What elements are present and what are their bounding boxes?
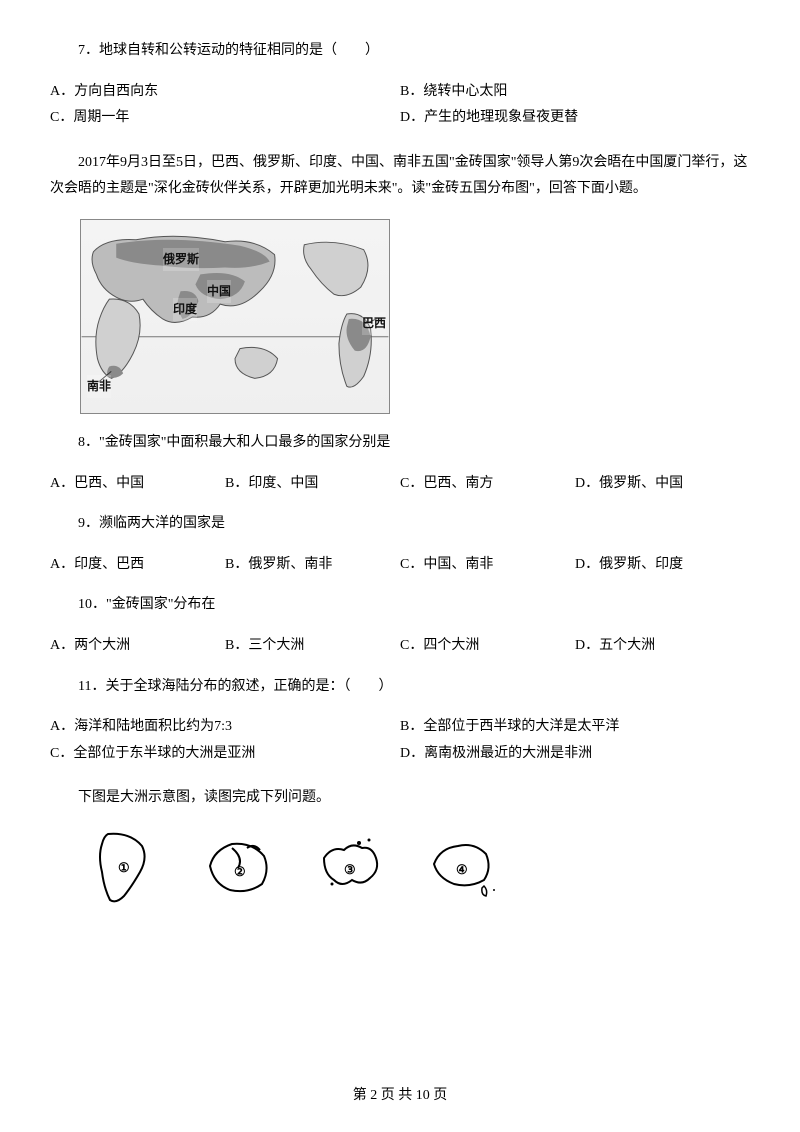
q7-stem: 7．地球自转和公转运动的特征相同的是（ ）	[50, 38, 750, 65]
q9-options: A．印度、巴西 B．俄罗斯、南非 C．中国、南非 D．俄罗斯、印度	[50, 552, 750, 579]
continent-2: ②	[192, 828, 282, 908]
q10-opt-c: C．四个大洲	[400, 633, 575, 660]
q9-opt-d: D．俄罗斯、印度	[575, 552, 750, 579]
passage-continents: 下图是大洲示意图，读图完成下列问题。	[50, 785, 750, 812]
q8-stem: 8．"金砖国家"中面积最大和人口最多的国家分别是	[50, 430, 750, 457]
map-label-southafrica: 南非	[87, 375, 111, 398]
q7-opt-d: D．产生的地理现象昼夜更替	[400, 105, 750, 132]
continent-1: ①	[80, 828, 170, 908]
map-label-russia: 俄罗斯	[163, 248, 199, 271]
q11-opt-d: D．离南极洲最近的大洲是非洲	[400, 741, 750, 768]
brics-map: 俄罗斯 中国 印度 巴西 南非	[80, 219, 390, 414]
q8-opt-c: C．巴西、南方	[400, 471, 575, 498]
q9-opt-a: A．印度、巴西	[50, 552, 225, 579]
q11-stem: 11．关于全球海陆分布的叙述，正确的是：（ ）	[50, 674, 750, 701]
q11-opt-b: B．全部位于西半球的大洋是太平洋	[400, 714, 750, 741]
q7-opt-c: C．周期一年	[50, 105, 400, 132]
q10-stem: 10．"金砖国家"分布在	[50, 592, 750, 619]
continent-3: ③	[304, 828, 394, 908]
q7-options: A．方向自西向东 B．绕转中心太阳 C．周期一年 D．产生的地理现象昼夜更替	[50, 79, 750, 132]
map-label-china: 中国	[207, 280, 231, 303]
continent-2-num: ②	[234, 860, 246, 885]
continent-4: ④	[416, 828, 506, 908]
q10-opt-d: D．五个大洲	[575, 633, 750, 660]
page-footer: 第 2 页 共 10 页	[0, 1083, 800, 1110]
map-label-india: 印度	[173, 298, 197, 321]
q8-opt-a: A．巴西、中国	[50, 471, 225, 498]
continent-4-num: ④	[456, 858, 468, 883]
continent-shapes-row: ① ② ③ ④	[80, 828, 750, 908]
q8-opt-d: D．俄罗斯、中国	[575, 471, 750, 498]
passage-brics: 2017年9月3日至5日，巴西、俄罗斯、印度、中国、南非五国"金砖国家"领导人第…	[50, 150, 750, 203]
q9-stem: 9．濒临两大洋的国家是	[50, 511, 750, 538]
q7-opt-a: A．方向自西向东	[50, 79, 400, 106]
q9-opt-c: C．中国、南非	[400, 552, 575, 579]
q10-opt-a: A．两个大洲	[50, 633, 225, 660]
q10-opt-b: B．三个大洲	[225, 633, 400, 660]
q9-opt-b: B．俄罗斯、南非	[225, 552, 400, 579]
q8-options: A．巴西、中国 B．印度、中国 C．巴西、南方 D．俄罗斯、中国	[50, 471, 750, 498]
map-label-brazil: 巴西	[362, 312, 386, 335]
q7-opt-b: B．绕转中心太阳	[400, 79, 750, 106]
continent-3-num: ③	[344, 858, 356, 883]
q8-opt-b: B．印度、中国	[225, 471, 400, 498]
q11-options: A．海洋和陆地面积比约为7:3 B．全部位于西半球的大洋是太平洋 C．全部位于东…	[50, 714, 750, 767]
continent-1-num: ①	[118, 856, 130, 881]
q10-options: A．两个大洲 B．三个大洲 C．四个大洲 D．五个大洲	[50, 633, 750, 660]
world-map-svg	[81, 220, 389, 413]
q11-opt-a: A．海洋和陆地面积比约为7:3	[50, 714, 400, 741]
q11-opt-c: C．全部位于东半球的大洲是亚洲	[50, 741, 400, 768]
